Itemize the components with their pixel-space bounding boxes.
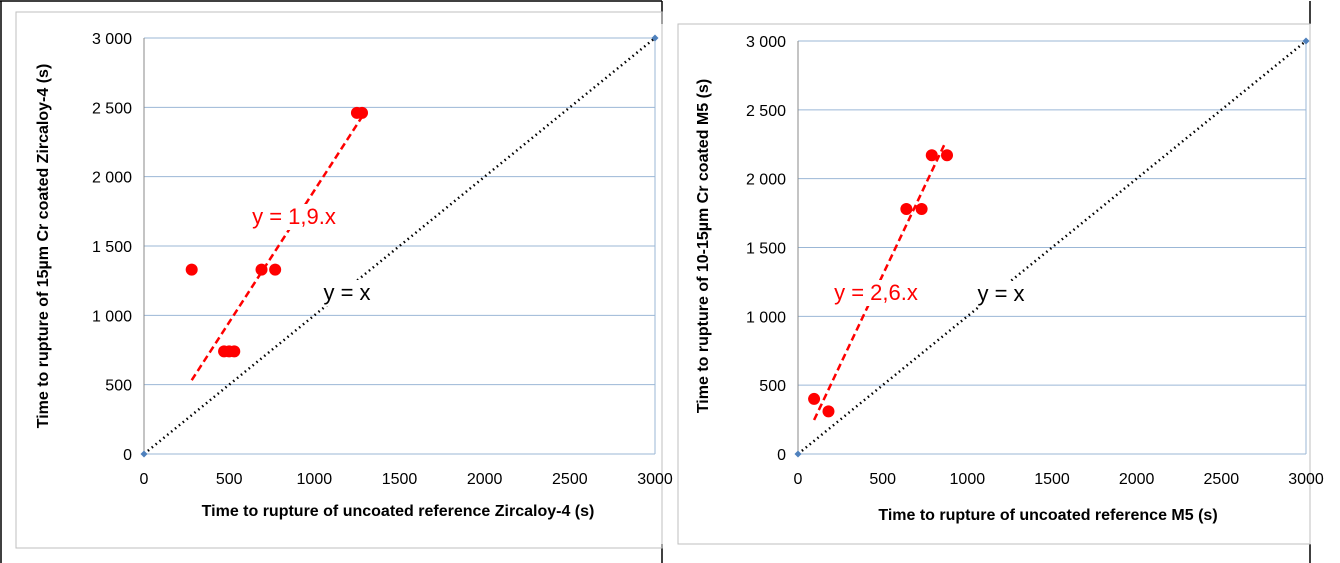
- reference-point: [794, 450, 802, 458]
- data-point: [255, 263, 268, 276]
- y-tick-label: 2 500: [92, 100, 132, 117]
- y-tick-label: 3 000: [746, 34, 786, 51]
- equation-label-bg: [242, 204, 346, 230]
- y-tick-label: 0: [777, 447, 786, 464]
- x-tick-label: 0: [794, 471, 803, 488]
- equation-label: y = 1,9.x: [252, 204, 336, 229]
- x-tick-label: 500: [869, 471, 896, 488]
- y-tick-label: 1 000: [746, 309, 786, 326]
- y-tick-label: 1 500: [746, 241, 786, 258]
- data-point: [808, 392, 821, 405]
- y-tick-label: 1 500: [92, 239, 132, 256]
- x-tick-label: 2500: [1204, 471, 1240, 488]
- y-tick-label: 1 000: [92, 308, 132, 325]
- identity-line: [797, 40, 1307, 455]
- y-tick-label: 3 000: [92, 31, 132, 48]
- data-point: [941, 149, 954, 162]
- x-tick-label: 500: [216, 471, 243, 488]
- x-tick-label: 3000: [1288, 471, 1324, 488]
- y-tick-label: 0: [123, 447, 132, 464]
- fit-line: [190, 113, 365, 381]
- x-tick-label: 1000: [950, 471, 986, 488]
- data-point: [900, 202, 913, 215]
- chart-panel-right-border: [677, 23, 1311, 545]
- x-tick-label: 2500: [552, 471, 588, 488]
- frame-lines: [0, 0, 1311, 563]
- equation-label-bg: [318, 280, 376, 306]
- equation-label: y = x: [323, 280, 370, 305]
- reference-point: [651, 34, 659, 42]
- x-tick-label: 0: [140, 471, 149, 488]
- x-tick-label: 1500: [1034, 471, 1070, 488]
- x-axis-title: Time to rupture of uncoated reference M5…: [878, 507, 1217, 524]
- equation-label-bg: [972, 281, 1030, 307]
- data-point: [228, 345, 241, 358]
- data-point: [356, 106, 369, 119]
- equation-label: y = x: [977, 281, 1024, 306]
- data-point: [269, 263, 282, 276]
- x-tick-label: 1500: [382, 471, 418, 488]
- x-tick-label: 1000: [297, 471, 333, 488]
- equation-label-bg: [824, 280, 928, 306]
- y-tick-label: 2 000: [746, 172, 786, 189]
- reference-point: [140, 450, 148, 458]
- y-tick-label: 500: [105, 378, 132, 395]
- y-tick-label: 2 000: [92, 170, 132, 187]
- y-tick-label: 2 500: [746, 103, 786, 120]
- x-tick-label: 2000: [467, 471, 503, 488]
- x-tick-label: 3000: [637, 471, 673, 488]
- reference-point: [1302, 37, 1310, 45]
- y-axis-title: Time to rupture of 10-15µm Cr coated M5 …: [695, 79, 712, 413]
- data-point: [915, 202, 928, 215]
- data-point: [185, 263, 198, 276]
- y-tick-label: 500: [759, 378, 786, 395]
- y-axis-title: Time to rupture of 15µm Cr coated Zircal…: [35, 64, 52, 429]
- data-point: [822, 405, 835, 418]
- equation-label: y = 2,6.x: [834, 280, 918, 305]
- fit-line: [812, 142, 947, 421]
- x-axis-title: Time to rupture of uncoated reference Zi…: [202, 503, 595, 520]
- chart-panel-left-border: [15, 11, 663, 549]
- x-tick-label: 2000: [1119, 471, 1155, 488]
- data-point: [925, 149, 938, 162]
